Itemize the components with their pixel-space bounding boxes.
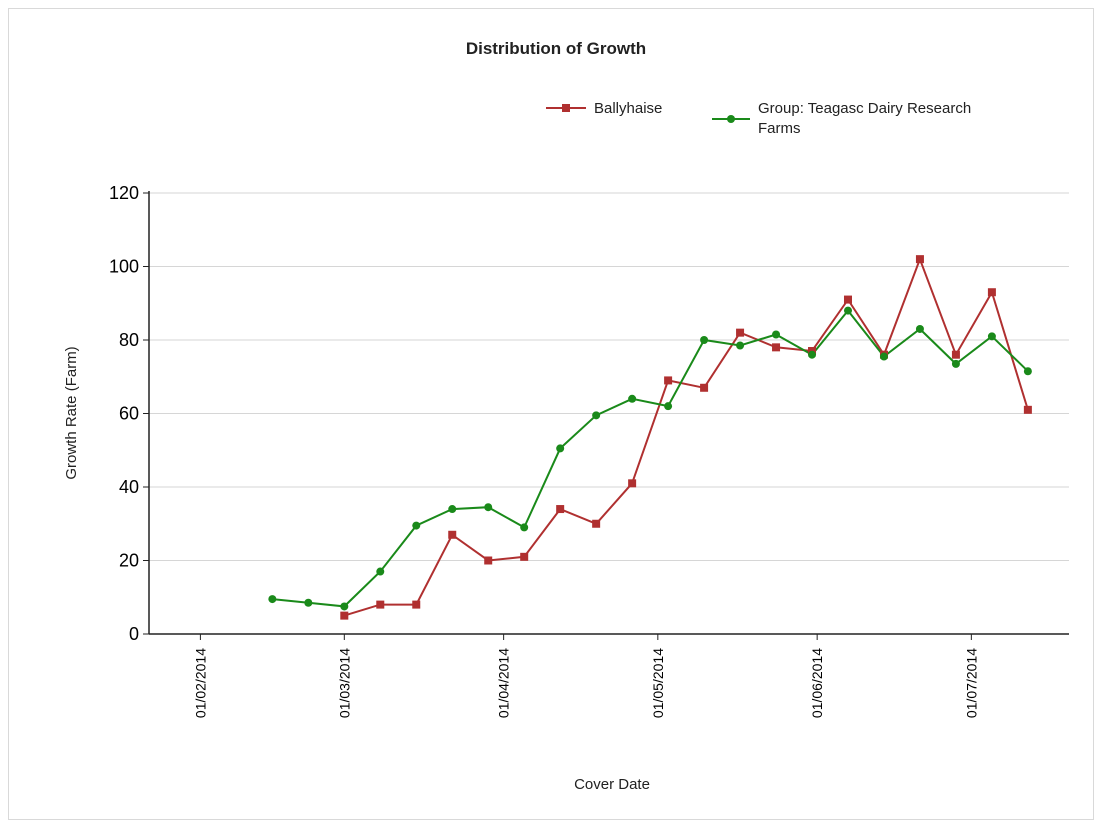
data-point[interactable] <box>1023 367 1032 376</box>
data-point[interactable] <box>412 600 421 609</box>
data-point[interactable] <box>376 600 385 609</box>
gridlines <box>149 192 1069 561</box>
legend-marker-group <box>727 115 735 123</box>
y-tick-label: 120 <box>109 183 139 203</box>
data-point[interactable] <box>664 402 673 411</box>
y-tick-label: 80 <box>119 330 139 350</box>
data-point[interactable] <box>556 444 565 453</box>
data-point[interactable] <box>951 350 960 359</box>
data-point[interactable] <box>700 336 709 344</box>
y-tick-label: 20 <box>119 551 139 571</box>
data-point[interactable] <box>628 394 637 403</box>
data-point[interactable] <box>556 505 565 514</box>
data-point[interactable] <box>592 411 601 420</box>
legend-item-ballyhaise[interactable]: Ballyhaise <box>546 100 662 117</box>
data-point[interactable] <box>592 519 601 528</box>
data-point[interactable] <box>304 598 313 607</box>
legend-marker-ballyhaise <box>562 104 570 112</box>
data-point[interactable] <box>700 383 709 392</box>
y-axis-ticks: 0 20 40 60 80 100 120 <box>109 183 149 644</box>
data-point[interactable] <box>987 288 996 297</box>
x-tick-label: 01/07/2014 <box>963 648 979 718</box>
x-tick-label: 01/06/2014 <box>809 648 825 718</box>
data-point[interactable] <box>520 523 529 532</box>
x-tick-label: 01/03/2014 <box>336 648 352 718</box>
data-point[interactable] <box>808 350 817 359</box>
data-point[interactable] <box>915 324 924 333</box>
y-axis-label: Growth Rate (Farm) <box>63 346 80 479</box>
legend: Ballyhaise Group: Teagasc Dairy Research… <box>546 100 971 137</box>
series-line-0 <box>344 256 1029 617</box>
data-point[interactable] <box>1023 405 1032 414</box>
x-axis-label: Cover Date <box>574 776 650 793</box>
data-point[interactable] <box>736 341 745 350</box>
data-point[interactable] <box>448 505 457 514</box>
data-point[interactable] <box>987 332 996 341</box>
y-tick-label: 100 <box>109 257 139 277</box>
x-tick-label: 01/04/2014 <box>496 648 512 718</box>
x-tick-label: 01/02/2014 <box>192 648 208 718</box>
data-point[interactable] <box>340 611 349 620</box>
data-point[interactable] <box>484 556 493 565</box>
legend-item-group[interactable]: Group: Teagasc Dairy Research Farms <box>712 100 971 137</box>
legend-label-group-line2: Farms <box>758 120 801 137</box>
data-point[interactable] <box>628 479 637 488</box>
data-point[interactable] <box>951 359 960 368</box>
axes <box>148 191 1069 635</box>
data-point[interactable] <box>484 503 493 512</box>
x-tick-label: 01/05/2014 <box>650 648 666 718</box>
x-axis-ticks: 01/02/2014 01/03/2014 01/04/2014 01/05/2014… <box>192 634 979 718</box>
data-point[interactable] <box>664 376 673 385</box>
y-tick-label: 40 <box>119 477 139 497</box>
data-point[interactable] <box>412 521 421 530</box>
data-point[interactable] <box>448 530 457 539</box>
data-point[interactable] <box>843 306 852 315</box>
data-point[interactable] <box>915 255 924 264</box>
data-point[interactable] <box>843 295 852 304</box>
data-point[interactable] <box>340 602 349 611</box>
legend-label-group-line1: Group: Teagasc Dairy Research <box>758 100 971 117</box>
series-lines <box>272 256 1029 617</box>
data-point[interactable] <box>268 595 277 604</box>
y-tick-label: 0 <box>129 624 139 644</box>
data-point[interactable] <box>772 330 781 339</box>
series-line-1 <box>272 308 1029 608</box>
data-point[interactable] <box>772 343 781 352</box>
chart-title: Distribution of Growth <box>466 39 646 58</box>
data-point[interactable] <box>520 552 529 561</box>
legend-label-ballyhaise: Ballyhaise <box>594 100 662 117</box>
y-tick-label: 60 <box>119 404 139 424</box>
data-point[interactable] <box>376 567 385 576</box>
data-point[interactable] <box>736 328 745 337</box>
data-point[interactable] <box>879 352 888 361</box>
series-markers <box>268 255 1032 620</box>
